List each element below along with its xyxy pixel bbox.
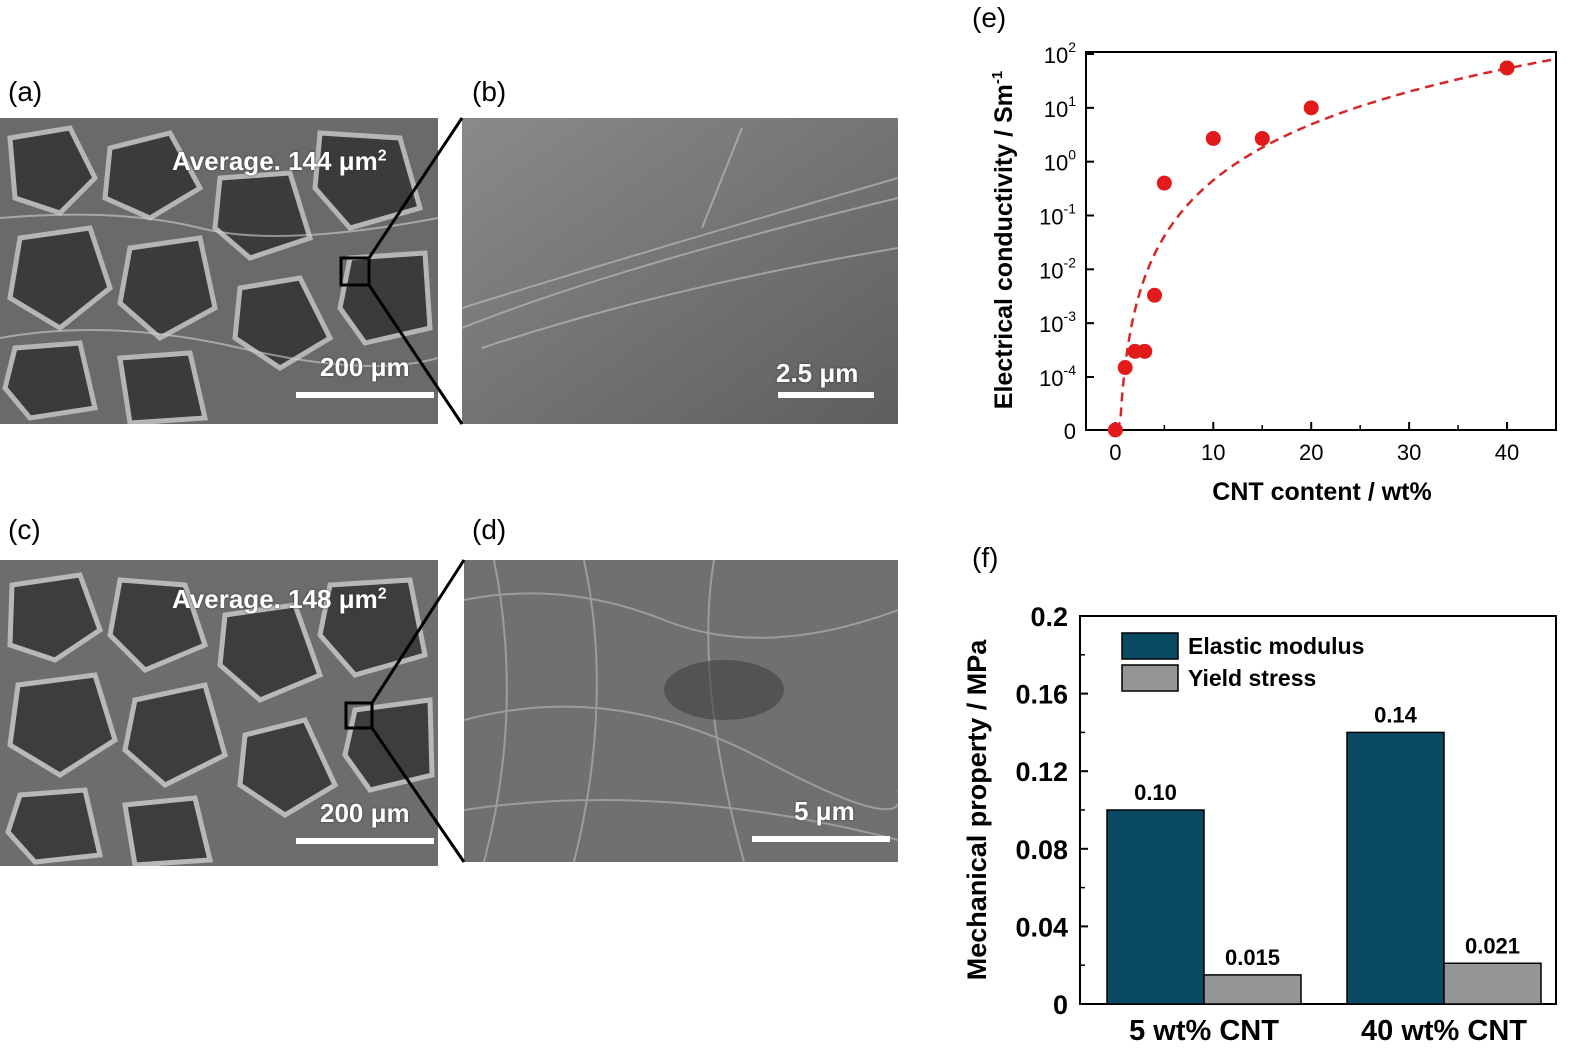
panel-label-d: (d) — [472, 514, 507, 545]
bar — [1443, 962, 1542, 1005]
scale-bar-a — [296, 392, 434, 398]
data-point — [1254, 130, 1270, 146]
data-point — [1205, 130, 1221, 146]
y-ticks-e: 0 10-4 10-3 10-2 10-1 100 101 102 — [1039, 39, 1094, 444]
y-tick-label: 10-4 — [1039, 362, 1076, 391]
panel-label-e: (e) — [972, 2, 1007, 33]
data-point — [1137, 343, 1153, 359]
bar-value-label: 0.021 — [1465, 933, 1520, 958]
bar — [1106, 809, 1205, 1005]
x-tick-label: 30 — [1397, 440, 1421, 465]
sem-image-d: 5 μm — [464, 560, 898, 862]
legend-label: Elastic modulus — [1188, 633, 1364, 659]
y-tick-label: 10-1 — [1039, 201, 1076, 230]
x-tick-label: 0 — [1109, 440, 1121, 465]
panel-label-b: (b) — [472, 76, 507, 107]
sem-image-a: Average. 144 μm2 200 μm — [0, 118, 438, 424]
scale-bar-d — [752, 836, 890, 842]
y-ticks-f: 0 0.04 0.08 0.12 0.16 0.2 — [1015, 602, 1088, 1020]
y-tick-label: 0 — [1064, 419, 1076, 444]
sem-image-b: 2.5 μm — [462, 118, 898, 424]
legend-f: Elastic modulus Yield stress — [1121, 632, 1364, 692]
y-tick-label: 101 — [1044, 93, 1076, 122]
y-tick-label: 0.04 — [1015, 912, 1068, 942]
x-axis-label-e: CNT content / wt% — [1212, 478, 1431, 506]
data-points-e — [1107, 60, 1515, 438]
fit-line — [1114, 57, 1556, 431]
x-category-label: 5 wt% CNT — [1129, 1015, 1279, 1047]
surface-texture-b — [462, 118, 898, 424]
legend-swatch — [1121, 632, 1179, 660]
legend-label: Yield stress — [1188, 665, 1316, 691]
bar — [1203, 974, 1302, 1005]
panel-label-f: (f) — [972, 542, 999, 573]
y-tick-label: 0 — [1053, 990, 1068, 1020]
y-axis-label-f: Mechanical property / MPa — [962, 639, 992, 981]
y-tick-label: 0.12 — [1015, 757, 1068, 787]
x-tick-label: 40 — [1495, 440, 1519, 465]
foam-texture-a — [0, 118, 438, 424]
data-point — [1117, 360, 1133, 376]
panel-label-c: (c) — [8, 514, 41, 545]
data-point — [1156, 175, 1172, 191]
plot-frame-e — [1085, 51, 1557, 431]
y-tick-label: 10-3 — [1039, 308, 1076, 337]
y-tick-label: 0.16 — [1015, 680, 1068, 710]
y-tick-label: 102 — [1044, 39, 1076, 68]
data-point — [1107, 422, 1123, 438]
y-axis-label-e: Electrical conductivity / Sm-1 — [989, 71, 1018, 409]
bar-value-label: 0.10 — [1134, 780, 1177, 805]
y-tick-label: 100 — [1044, 147, 1076, 176]
bar-value-label: 0.14 — [1374, 702, 1418, 727]
x-tick-label: 20 — [1299, 440, 1323, 465]
area-annotation-a: Average. 144 μm2 — [172, 146, 387, 176]
scale-label-d: 5 μm — [794, 796, 855, 826]
y-tick-label: 0.08 — [1015, 835, 1068, 865]
data-point — [1147, 287, 1163, 303]
data-point — [1303, 100, 1319, 116]
bar-value-label: 0.015 — [1225, 945, 1280, 970]
x-tick-label: 10 — [1201, 440, 1225, 465]
fiber-texture-d — [464, 560, 898, 862]
y-tick-label: 0.2 — [1030, 602, 1068, 632]
x-ticks-e: 0 10 20 30 40 — [1109, 422, 1519, 465]
y-tick-label: 10-2 — [1039, 254, 1076, 283]
bars-f: 0.10 0.015 0.14 0.021 — [1106, 702, 1542, 1005]
panel-label-a: (a) — [8, 76, 43, 107]
bar — [1346, 731, 1445, 1005]
data-point — [1499, 60, 1515, 76]
x-ticks-f: 5 wt% CNT 40 wt% CNT — [1129, 1015, 1527, 1047]
legend-swatch — [1121, 664, 1179, 692]
scale-label-b: 2.5 μm — [776, 358, 859, 388]
scale-bar-c — [296, 838, 434, 844]
scale-bar-b — [778, 392, 874, 398]
x-category-label: 40 wt% CNT — [1361, 1015, 1527, 1047]
